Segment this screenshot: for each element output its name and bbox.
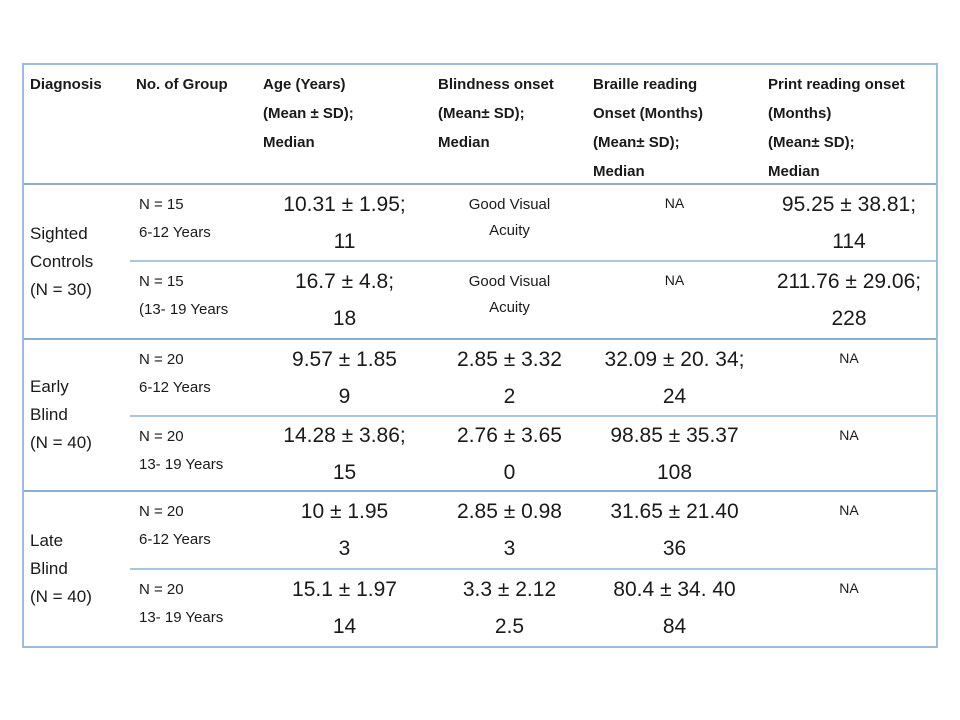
diagnosis-label-early-blind: Early Blind (N = 40) <box>24 340 130 492</box>
age-value-cell: 14.28 ± 3.86; 15 <box>257 417 432 492</box>
study-table: Diagnosis No. of Group Age (Years) (Mean… <box>22 63 938 648</box>
blindness-onset-cell: Good Visual Acuity <box>432 262 587 340</box>
age-value-cell: 10.31 ± 1.95; 11 <box>257 185 432 262</box>
header-cell-group: No. of Group <box>130 65 257 185</box>
age-value-cell: 10 ± 1.95 3 <box>257 492 432 570</box>
print-onset-cell: NA <box>762 492 936 570</box>
blindness-onset-cell: 2.76 ± 3.65 0 <box>432 417 587 492</box>
braille-onset-cell: 98.85 ± 35.37 108 <box>587 417 762 492</box>
subgroup-cell: N = 20 6-12 Years <box>130 492 257 570</box>
blindness-onset-cell: 2.85 ± 0.98 3 <box>432 492 587 570</box>
print-onset-cell: NA <box>762 340 936 417</box>
braille-onset-cell: 80.4 ± 34. 40 84 <box>613 578 736 638</box>
age-value-cell: 16.7 ± 4.8; 18 <box>257 262 432 340</box>
blindness-onset-cell: Good Visual Acuity <box>432 185 587 262</box>
print-onset-cell: NA <box>839 580 859 596</box>
blindness-onset-cell: 2.85 ± 3.32 2 <box>432 340 587 417</box>
header-cell-braille-onset: Braille reading Onset (Months) (Mean± SD… <box>587 65 762 185</box>
diagnosis-label-sighted-controls: Sighted Controls (N = 30) <box>24 185 130 340</box>
header-cell-age: Age (Years) (Mean ± SD); Median <box>257 65 432 185</box>
subgroup-cell: N = 15 6-12 Years <box>130 185 257 262</box>
print-onset-cell: 95.25 ± 38.81; 114 <box>762 185 936 262</box>
braille-onset-cell: 32.09 ± 20. 34; 24 <box>587 340 762 417</box>
header-cell-diagnosis: Diagnosis <box>24 65 130 185</box>
diagnosis-label-late-blind: Late Blind (N = 40) <box>30 531 92 606</box>
braille-onset-cell: NA <box>587 262 762 340</box>
blindness-onset-cell: 3.3 ± 2.12 2.5 <box>462 578 557 638</box>
print-onset-cell: NA <box>762 417 936 492</box>
subgroup-cell: N = 15 (13- 19 Years <box>130 262 257 340</box>
braille-onset-cell: NA <box>587 185 762 262</box>
subgroup-cell: N = 20 6-12 Years <box>130 340 257 417</box>
age-value-cell: 15.1 ± 1.97 14 <box>292 578 397 638</box>
braille-onset-cell: 31.65 ± 21.40 36 <box>587 492 762 570</box>
header-cell-print-onset: Print reading onset (Months) (Mean± SD);… <box>762 65 936 185</box>
age-value-cell: 9.57 ± 1.85 9 <box>257 340 432 417</box>
print-onset-cell: 211.76 ± 29.06; 228 <box>762 262 936 340</box>
subgroup-cell: N = 20 13- 19 Years <box>130 417 257 492</box>
header-cell-blindness-onset: Blindness onset (Mean± SD); Median <box>432 65 587 185</box>
subgroup-cell: N = 20 13- 19 Years <box>139 581 224 626</box>
